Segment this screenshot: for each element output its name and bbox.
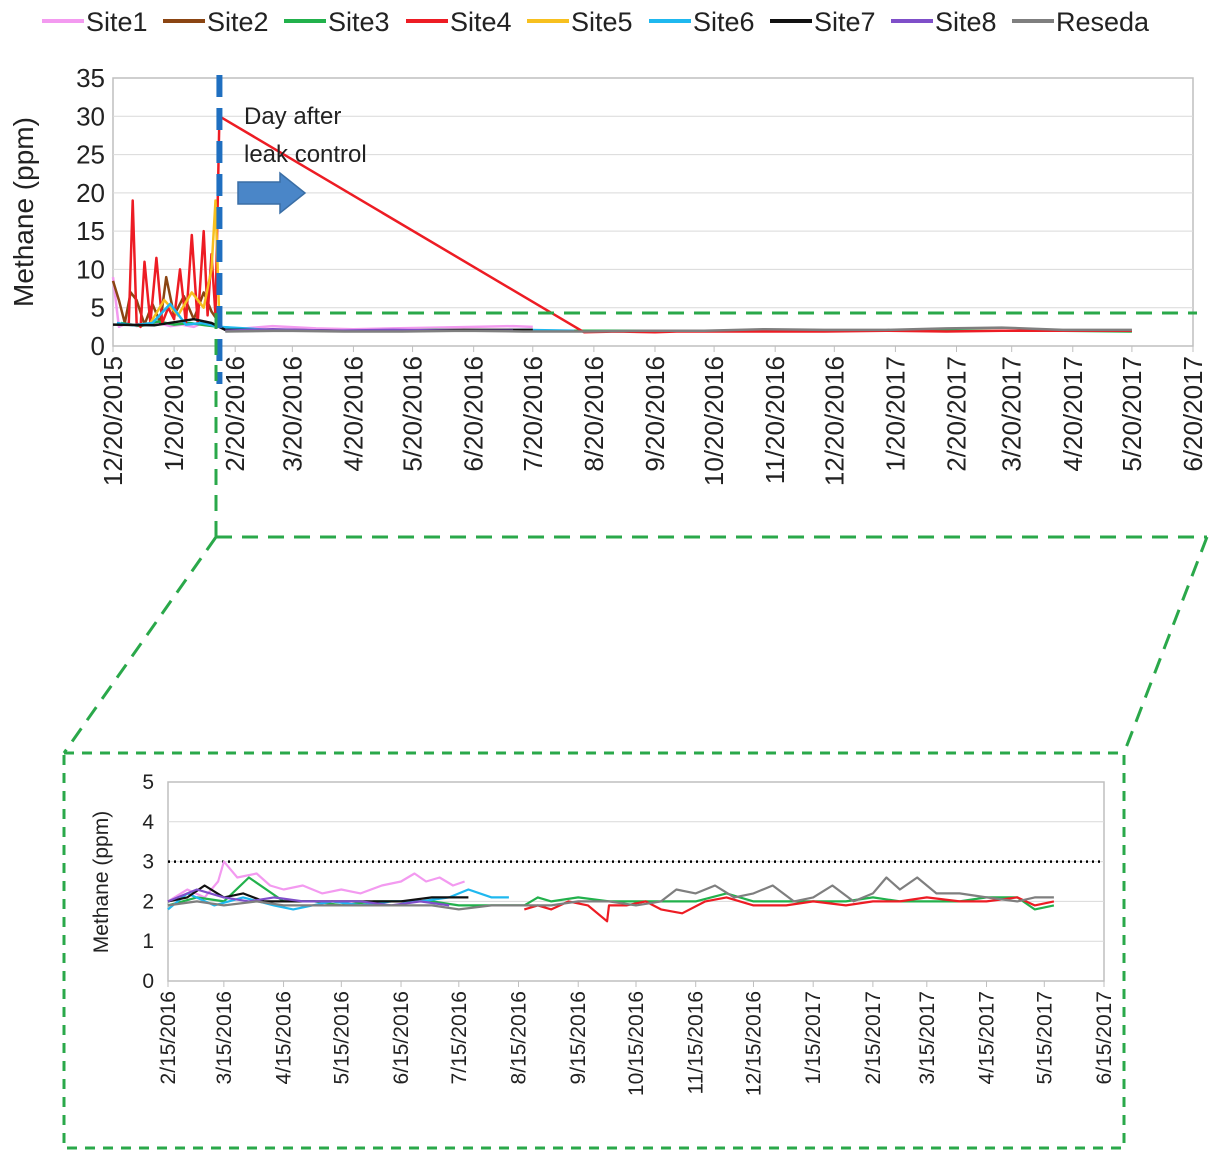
x-tick-label: 4/15/2017 — [976, 991, 999, 1084]
x-tick-label: 8/15/2016 — [508, 991, 531, 1084]
series-line-reseda — [167, 876, 1054, 911]
y-tick-label: 0 — [142, 970, 154, 993]
y-tick-label: 5 — [142, 771, 154, 794]
bottom-plot-border — [167, 781, 1105, 982]
legend-label-site7: Site7 — [814, 7, 876, 37]
x-tick-label: 1/15/2017 — [802, 991, 825, 1084]
legend-label-site2: Site2 — [207, 7, 269, 37]
x-tick-label: 4/20/2017 — [1058, 356, 1088, 472]
series-line-site1 — [167, 860, 465, 903]
x-tick-label: 5/20/2017 — [1117, 356, 1147, 472]
legend-label-site8: Site8 — [935, 7, 997, 37]
x-tick-label: 6/15/2017 — [1093, 991, 1116, 1084]
x-tick-label: 5/15/2017 — [1033, 991, 1056, 1084]
x-tick-label: 12/20/2015 — [98, 356, 128, 486]
y-tick-label: 30 — [76, 101, 105, 131]
legend: Site1 Site2 Site3 Site4 Site5 Site6 Site7 Site8… — [42, 7, 1150, 37]
x-tick-label: 10/20/2016 — [699, 356, 729, 486]
x-tick-label: 2/20/2017 — [942, 356, 972, 472]
bottom-y-axis-title: Methane (ppm) — [90, 811, 113, 953]
x-tick-label: 6/20/2016 — [459, 356, 489, 472]
x-tick-label: 5/15/2016 — [330, 991, 353, 1084]
x-tick-label: 5/20/2016 — [398, 356, 428, 472]
x-tick-label: 10/15/2016 — [625, 991, 648, 1096]
x-tick-label: 2/15/2016 — [157, 991, 180, 1084]
y-tick-label: 15 — [76, 216, 105, 246]
x-tick-label: 6/20/2017 — [1178, 356, 1208, 472]
top-x-tick-labels: 12/20/2015 1/20/2016 2/20/2016 3/20/2016 4/2… — [98, 346, 1208, 486]
y-tick-label: 25 — [76, 140, 105, 170]
y-tick-label: 4 — [142, 811, 154, 834]
top-series-lines — [111, 115, 1132, 334]
zoom-connector-left — [62, 536, 218, 754]
legend-label-site1: Site1 — [86, 7, 148, 37]
top-plot-border — [112, 77, 1194, 347]
top-chart: 0 5 10 15 20 25 30 35 12/20/2015 1/20/2016 2/20/2… — [8, 63, 1208, 486]
x-tick-label: 11/15/2016 — [685, 991, 708, 1095]
top-y-tick-labels: 0 5 10 15 20 25 30 35 — [76, 63, 105, 361]
x-tick-label: 7/20/2016 — [518, 356, 548, 472]
y-tick-label: 2 — [142, 890, 154, 913]
x-tick-label: 7/15/2016 — [448, 991, 471, 1084]
x-tick-label: 6/15/2016 — [390, 991, 413, 1084]
x-tick-label: 1/20/2016 — [159, 356, 189, 472]
x-tick-label: 1/20/2017 — [880, 356, 910, 472]
top-y-axis-title: Methane (ppm) — [8, 117, 39, 307]
zoom-panel-frame — [62, 751, 1126, 1150]
bottom-gridlines — [168, 821, 1104, 942]
zoom-connector-right — [1122, 536, 1209, 754]
annotation-line-2: leak control — [244, 141, 367, 168]
y-tick-label: 0 — [91, 331, 105, 361]
legend-label-reseda: Reseda — [1056, 7, 1150, 37]
y-tick-label: 5 — [91, 293, 105, 323]
x-tick-label: 3/15/2016 — [213, 991, 236, 1084]
x-tick-label: 3/20/2016 — [277, 356, 307, 472]
legend-label-site4: Site4 — [450, 7, 512, 37]
y-tick-label: 10 — [76, 254, 105, 284]
annotation-line-1: Day after — [244, 103, 341, 130]
legend-label-site6: Site6 — [693, 7, 755, 37]
y-tick-label: 3 — [142, 851, 154, 874]
bottom-series-lines — [167, 860, 1055, 923]
x-tick-label: 11/20/2016 — [760, 356, 790, 484]
x-tick-label: 8/20/2016 — [579, 356, 609, 472]
zoom-connector — [62, 311, 1209, 1150]
x-tick-label: 4/20/2016 — [338, 356, 368, 472]
x-tick-label: 9/15/2016 — [567, 991, 590, 1084]
series-line-reseda — [225, 326, 1132, 333]
zoom-source-box — [214, 311, 1197, 537]
x-tick-label: 12/20/2016 — [819, 356, 849, 486]
bottom-chart: 0 1 2 3 4 5 2/15/2016 3/15/2016 4/15/2016 5/15/2… — [90, 771, 1116, 1096]
series-line-site8 — [167, 888, 450, 907]
x-tick-label: 2/20/2016 — [220, 356, 250, 472]
series-line-site5 — [149, 199, 221, 324]
x-tick-label: 4/15/2016 — [273, 991, 296, 1084]
x-tick-label: 9/20/2016 — [640, 356, 670, 472]
x-tick-label: 2/15/2017 — [862, 991, 885, 1084]
series-line-site4 — [523, 896, 1055, 923]
x-tick-label: 3/20/2017 — [997, 356, 1027, 472]
bottom-x-tick-labels: 2/15/2016 3/15/2016 4/15/2016 5/15/2016 6/15… — [157, 981, 1116, 1096]
right-arrow-icon — [237, 171, 307, 215]
x-tick-label: 3/15/2017 — [916, 991, 939, 1084]
y-tick-label: 20 — [76, 178, 105, 208]
y-tick-label: 1 — [142, 930, 154, 953]
y-tick-label: 35 — [76, 63, 105, 93]
x-tick-label: 12/15/2016 — [742, 991, 765, 1096]
bottom-y-tick-labels: 0 1 2 3 4 5 — [142, 771, 154, 993]
legend-label-site3: Site3 — [328, 7, 390, 37]
legend-label-site5: Site5 — [571, 7, 633, 37]
